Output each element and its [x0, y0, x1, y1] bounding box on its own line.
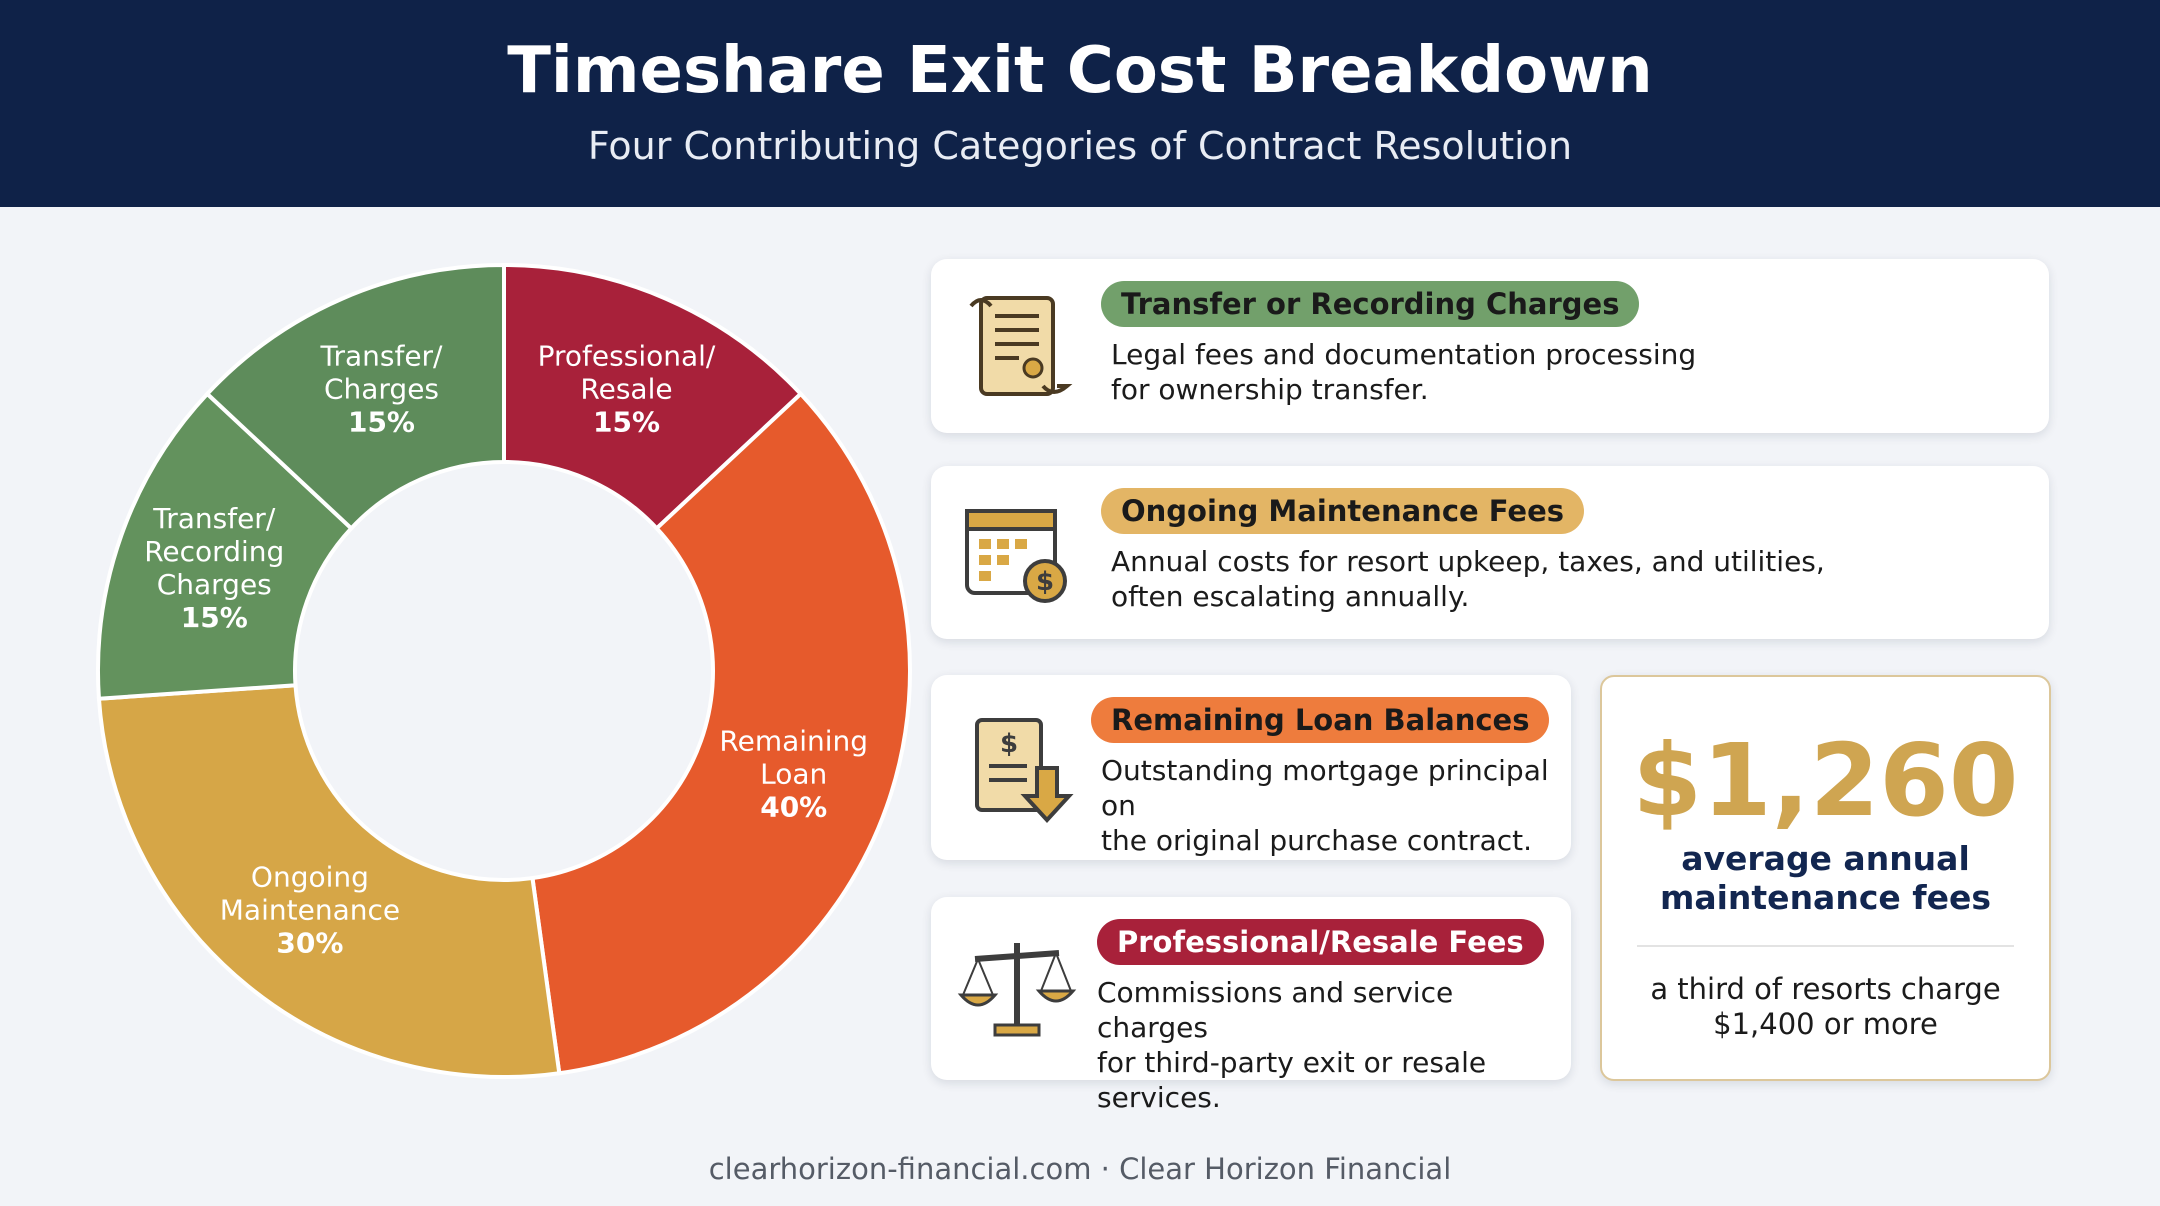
card-title: Remaining Loan Balances [1091, 697, 1550, 743]
card: Professional/Resale Fees Commissions and… [931, 897, 1571, 1114]
card-text: Annual costs for resort upkeep, taxes, a… [1111, 545, 1825, 613]
donut-segment [530, 391, 912, 1076]
segment-label: Transfer/ Recording Charges 15% [144, 502, 284, 634]
stat-value: $1,260 [1632, 722, 2019, 839]
donut-segment [204, 262, 506, 532]
header: Timeshare Exit Cost Breakdown Four Contr… [0, 0, 2160, 207]
card: $ Ongoing Maintenance Fees Annual costs … [931, 466, 2049, 639]
footer: clearhorizon-financial.com · Clear Horiz… [708, 1152, 1452, 1186]
icon-loan: $ [975, 717, 1074, 823]
segment-value: 15% [592, 405, 661, 439]
card-text: Legal fees and documentation processing … [1111, 338, 1697, 406]
stat-note: a third of resorts charge $1,400 or more [1650, 972, 2001, 1041]
card-title: Ongoing Maintenance Fees [1101, 488, 1585, 534]
title: Timeshare Exit Cost Breakdown [507, 34, 1653, 108]
card: Transfer or Recording Charges Legal fees… [931, 259, 2049, 433]
donut-segment [96, 683, 562, 1079]
svg-text:$: $ [1000, 729, 1018, 759]
svg-text:$: $ [1036, 567, 1054, 597]
segment-name: Remaining Loan [719, 724, 869, 791]
segment-label: Transfer/ Charges 15% [320, 339, 442, 438]
card-text: Outstanding mortgage principal on the or… [1101, 754, 1549, 857]
card-title: Professional/Resale Fees [1097, 919, 1544, 965]
icon-calendar: $ [965, 508, 1067, 603]
card-title: Transfer or Recording Charges [1101, 281, 1640, 327]
segment-value: 40% [760, 790, 828, 824]
segment-label: Ongoing Maintenance 30% [220, 860, 400, 959]
divider [1637, 945, 2014, 947]
segment-name: Transfer/ Recording Charges [144, 502, 285, 602]
icon-scales [957, 942, 1077, 1036]
card-text: Commissions and service charges for thir… [1097, 976, 1487, 1114]
segment-value: 30% [276, 926, 344, 960]
segment-label: Professional/ Resale 15% [538, 339, 716, 438]
stat-label: average annual maintenance fees [1659, 839, 1992, 917]
segment-name: Professional/ Resale [537, 339, 716, 406]
segment-value: 15% [347, 405, 415, 439]
segment-value: 15% [180, 601, 248, 635]
subtitle: Four Contributing Categories of Contract… [587, 124, 1573, 168]
donut-chart [96, 262, 912, 1079]
segment-label: Remaining Loan 40% [719, 724, 868, 823]
icon-document [969, 296, 1073, 396]
segment-name: Transfer/ Charges [320, 339, 443, 406]
segment-name: Ongoing Maintenance [219, 860, 401, 927]
card: $ Remaining Loan Balances Outstanding mo… [931, 675, 1571, 860]
stat-box: $1,260 average annual maintenance fees a… [1600, 675, 2051, 1081]
